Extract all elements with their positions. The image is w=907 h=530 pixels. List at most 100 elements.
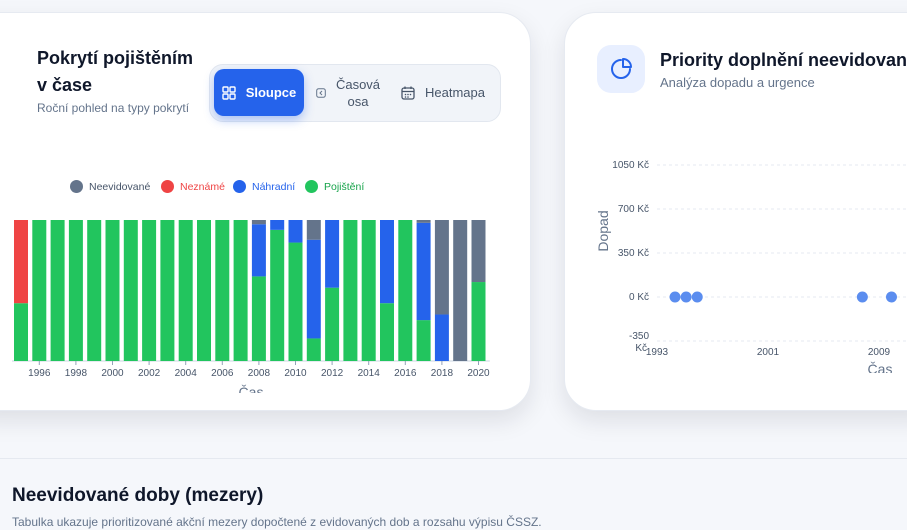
timeline-icon	[316, 87, 326, 98]
bar-segment[interactable]	[270, 229, 285, 361]
bar-segment[interactable]	[434, 220, 449, 315]
y-tick-label: -350	[629, 331, 649, 342]
x-tick-label: 2014	[358, 368, 381, 379]
bar-segment[interactable]	[105, 220, 120, 361]
x-tick-label: 2001	[757, 347, 780, 358]
priority-icon-tile	[597, 45, 645, 93]
pie-chart-icon	[611, 58, 632, 79]
legend-nahradni[interactable]: Náhradní	[233, 180, 295, 193]
bar-segment[interactable]	[270, 220, 285, 230]
priority-subtitle: Analýza dopadu a urgence	[660, 75, 815, 90]
x-tick-label: 2000	[101, 368, 124, 379]
tab-casova-osa[interactable]: Časová osa	[308, 69, 388, 116]
bar-segment[interactable]	[306, 239, 321, 339]
y-tick-label: 700 Kč	[618, 204, 649, 215]
coverage-bar-chart: 1996 1998 2000 2002 2004 2006 2008 2010 2012 2014…	[12, 220, 490, 393]
x-tick-label: 2008	[248, 368, 271, 379]
x-tick-label: 1996	[28, 368, 51, 379]
scatter-point[interactable]	[691, 291, 703, 303]
scatter-point[interactable]	[680, 291, 692, 303]
tab-casova-osa-label: Časová osa	[335, 76, 381, 109]
bar-segment[interactable]	[14, 220, 28, 304]
bar-segment[interactable]	[343, 220, 358, 361]
bar-segment[interactable]	[123, 220, 138, 361]
x-tick-label: 2004	[175, 368, 198, 379]
chart-view-switch: Sloupce Časová osa Heatmapa	[209, 64, 501, 122]
legend-swatch	[70, 180, 83, 193]
bar-segment[interactable]	[251, 276, 266, 361]
bar-segment[interactable]	[361, 220, 376, 361]
bar-segment[interactable]	[142, 220, 157, 361]
bar-segment[interactable]	[178, 220, 193, 361]
bar-segment[interactable]	[434, 314, 449, 361]
x-axis-title: Čas	[868, 361, 893, 373]
bar-segment[interactable]	[160, 220, 175, 361]
x-axis-title: Čas	[239, 384, 264, 393]
bar-segment[interactable]	[416, 220, 431, 223]
legend-swatch	[233, 180, 246, 193]
bar-segment[interactable]	[32, 220, 47, 361]
y-axis-title: Dopad	[595, 210, 611, 251]
bar-segment[interactable]	[215, 220, 230, 361]
bar-segment[interactable]	[197, 220, 211, 361]
x-tick-label: 2020	[467, 368, 490, 379]
scatter-point[interactable]	[856, 291, 868, 303]
x-tick-label: 2012	[321, 368, 344, 379]
bar-segment[interactable]	[471, 220, 486, 283]
coverage-subtitle: Roční pohled na typy pokrytí	[37, 101, 190, 115]
y-tick-label: 350 Kč	[618, 248, 649, 259]
bar-segment[interactable]	[325, 287, 340, 361]
legend-swatch	[305, 180, 318, 193]
bar-segment[interactable]	[87, 220, 102, 361]
bar-segment[interactable]	[380, 220, 394, 304]
bar-segment[interactable]	[453, 220, 468, 361]
x-tick-label: 2006	[211, 368, 234, 379]
scatter-point[interactable]	[669, 291, 681, 303]
bar-segment[interactable]	[288, 220, 303, 243]
y-tick-label-unit: Kč	[635, 343, 647, 354]
legend-pojisteni[interactable]: Pojištění	[305, 180, 364, 193]
bar-segment[interactable]	[416, 222, 431, 321]
x-tick-label: 2009	[868, 347, 891, 358]
gaps-section-description: Tabulka ukazuje prioritizované akční mez…	[12, 515, 542, 529]
section-divider	[0, 458, 907, 459]
tab-heatmapa[interactable]: Heatmapa	[392, 69, 494, 116]
x-tick-label: 2002	[138, 368, 161, 379]
bar-segment[interactable]	[68, 220, 83, 361]
priority-title: Priority doplnění neevidovan	[660, 50, 907, 70]
bar-segment[interactable]	[251, 224, 266, 277]
gaps-section-title: Neevidované doby (mezery)	[12, 485, 264, 506]
legend-neevidovane[interactable]: Neevidované	[70, 180, 150, 193]
x-tick-label: 2010	[284, 368, 307, 379]
bar-segment[interactable]	[398, 220, 413, 361]
grid-icon	[222, 85, 236, 100]
bar-segment[interactable]	[325, 220, 340, 288]
y-tick-label: 1050 Kč	[612, 160, 649, 171]
bar-segment[interactable]	[306, 220, 321, 240]
bar-segment[interactable]	[50, 220, 65, 361]
y-tick-label: 0 Kč	[629, 292, 649, 303]
tab-sloupce[interactable]: Sloupce	[214, 69, 304, 116]
coverage-title: Pokrytí pojištěním v čase	[37, 48, 194, 95]
priority-card: Priority doplnění neevidovan Analýza dop…	[564, 12, 907, 411]
x-tick-label: 2018	[431, 368, 454, 379]
x-tick-label: 2016	[394, 368, 417, 379]
tab-sloupce-label: Sloupce	[245, 85, 297, 100]
legend-swatch	[161, 180, 174, 193]
bar-segment[interactable]	[416, 320, 431, 361]
x-tick-label: 1993	[646, 347, 669, 358]
coverage-card: Pokrytí pojištěním v čase Roční pohled n…	[0, 12, 531, 411]
calendar-icon	[401, 86, 415, 100]
bar-segment[interactable]	[233, 220, 248, 361]
bar-segment[interactable]	[471, 282, 486, 361]
tab-heatmapa-label: Heatmapa	[425, 85, 485, 100]
bar-segment[interactable]	[380, 303, 394, 361]
x-tick-label: 1998	[65, 368, 88, 379]
bar-segment[interactable]	[14, 303, 28, 361]
bar-segment[interactable]	[251, 220, 266, 225]
bar-segment[interactable]	[288, 242, 303, 361]
legend-nezname[interactable]: Neznámé	[161, 180, 225, 193]
bar-segment[interactable]	[306, 338, 321, 361]
scatter-point[interactable]	[885, 291, 897, 303]
